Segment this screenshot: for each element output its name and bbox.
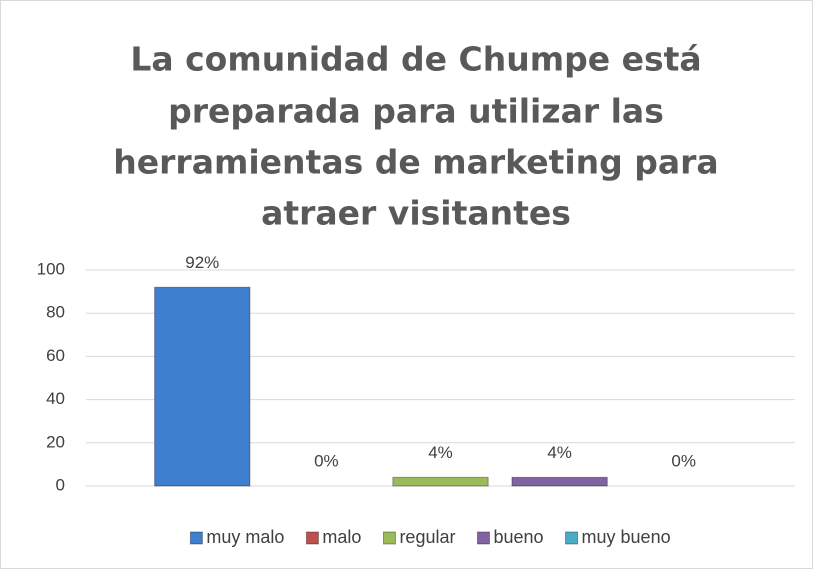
y-tick-label: 0 [56,475,65,494]
legend-label: bueno [493,527,543,547]
value-label: 4% [547,443,572,462]
legend-label: muy malo [206,527,284,547]
legend-swatch [382,531,396,545]
value-label: 92% [185,253,219,272]
y-tick-label: 40 [46,389,65,408]
y-tick-label: 60 [46,346,65,365]
chart-title: atraer visitantes [261,194,571,233]
value-label: 4% [428,443,453,462]
legend-label: regular [399,527,455,547]
legend-swatch [189,531,203,545]
y-tick-label: 80 [46,303,65,322]
value-label: 0% [671,451,696,470]
legend-swatch [305,531,319,545]
y-tick-label: 20 [46,432,65,451]
chart-title: La comunidad de Chumpe está [130,40,701,79]
legend-swatch [565,531,579,545]
legend-label: muy bueno [582,527,671,547]
legend-label: malo [322,527,361,547]
title: La comunidad de Chumpe está preparada pa… [113,40,718,233]
legend-swatch [476,531,490,545]
value-label: 0% [314,451,339,470]
bar [392,476,489,487]
y-tick-label: 100 [37,259,65,278]
chart-title: preparada para utilizar las [168,92,664,131]
bar [154,286,251,487]
chart-title: herramientas de marketing para [113,143,718,182]
bar [511,476,608,487]
